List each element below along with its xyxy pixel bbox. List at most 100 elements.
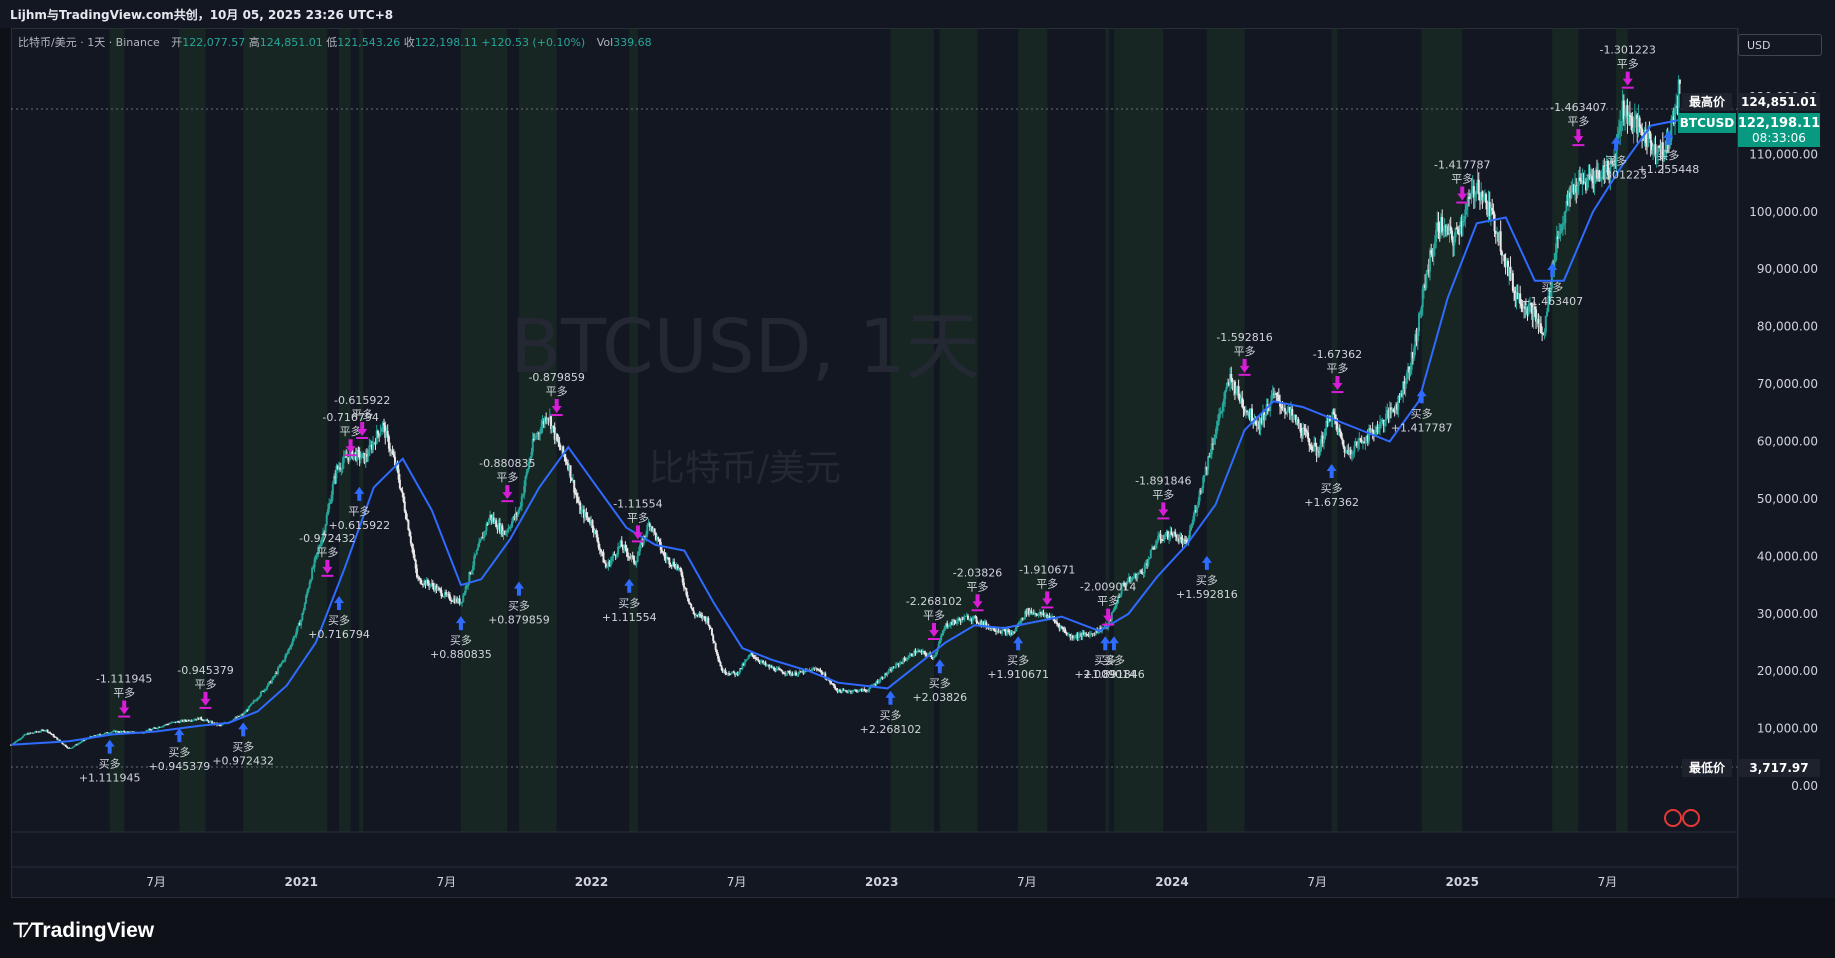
sell-bar [1157,517,1170,520]
candle-body [374,442,377,445]
candle-body [255,700,258,702]
candle-body [781,671,784,674]
candle-body [1420,307,1423,314]
candle-body [657,537,660,540]
buy-label: 买多 [1007,653,1029,667]
buy-arrow-icon [1108,636,1119,651]
candle-body [419,578,422,584]
candle-body [671,561,674,566]
candle-body [276,667,279,674]
shaded-period [109,28,125,832]
candle-body [1357,442,1360,447]
candle-body [1408,366,1411,373]
candle-body [1561,224,1564,226]
candle-body [639,544,642,552]
candle-body [1661,142,1664,162]
candle-body [1464,209,1467,220]
candle-body [737,672,740,675]
candle-body [653,528,656,533]
sell-arrow-icon [502,485,513,500]
candle-body [461,601,464,603]
candle-body [29,732,32,734]
candle-body [1177,538,1180,542]
candle-body [496,527,499,530]
candle-body [1424,284,1427,288]
candle-body [650,526,653,528]
buy-label: 买多 [1411,406,1433,420]
candle-body [1324,428,1327,439]
candle-body [582,509,585,519]
candle-body [608,561,611,566]
candle-body [784,673,787,675]
candle-body [912,655,915,657]
candle-body [997,631,1000,633]
watermark: BTCUSD, 1天 比特币/美元 [510,304,980,489]
currency-selector[interactable]: USD [1738,34,1822,56]
candle-body [335,466,338,479]
candle-body [1509,266,1512,281]
candle-body [1235,393,1238,395]
candle-body [590,520,593,524]
candle-body [620,540,623,547]
candle-body [575,492,578,498]
candle-body [726,673,729,675]
candle-body [563,454,566,457]
candle-body [1438,231,1441,233]
candle-body [723,669,726,673]
high-tag-value: 124,851.01 [1741,95,1817,109]
candle-body [763,662,766,664]
candle-body [1493,214,1496,232]
event-icons [1664,809,1700,827]
candle-body [318,546,321,549]
candle-body [1446,225,1449,227]
candle-body [996,631,999,633]
candle-body [408,530,411,537]
candle-body [552,425,555,428]
candle-body [55,736,58,738]
ma-series [10,118,1681,746]
candle-body [1586,176,1589,191]
candle-body [530,451,533,458]
shaded-period [629,28,638,832]
candle-body [1003,629,1006,631]
candle-body [589,521,592,524]
candle-body [1263,412,1266,421]
candle-body [454,598,457,603]
candle-body [202,720,205,722]
candle-body [1664,150,1667,152]
tradingview-logo[interactable]: ⊤⁄ TradingView [12,918,154,943]
candle-body [921,651,924,654]
candle-body [1005,630,1008,635]
sell-bar [344,454,357,457]
candle-body [68,747,71,749]
candle-body [773,667,776,671]
candle-body [1243,409,1246,413]
candle-body [1127,577,1130,582]
candle-body [27,733,30,735]
legend-symbol[interactable]: 比特币/美元 · 1天 · Binance [18,36,160,49]
candle-body [532,438,535,440]
sell-label: 平多 [967,579,989,593]
candle-body [819,670,822,672]
candle-body [1655,153,1658,158]
candle-body [579,502,582,514]
sell-label: 平多 [351,407,373,421]
candle-body [1268,409,1271,411]
candle-body [1355,441,1358,447]
candle-body [537,432,540,434]
candle-body [1615,141,1618,162]
candle-body [1296,419,1299,423]
candle-body [640,540,643,545]
candle-body [258,695,261,698]
candle-body [968,619,971,621]
candle-body [430,583,433,585]
candle-body [1075,634,1078,638]
candle-body [824,673,827,679]
buy-arrow-icon [1326,463,1337,478]
legend-vol-label: Vol [596,36,614,49]
candle-body [975,617,978,623]
candle-body [719,662,722,667]
candle-body [1327,416,1330,423]
